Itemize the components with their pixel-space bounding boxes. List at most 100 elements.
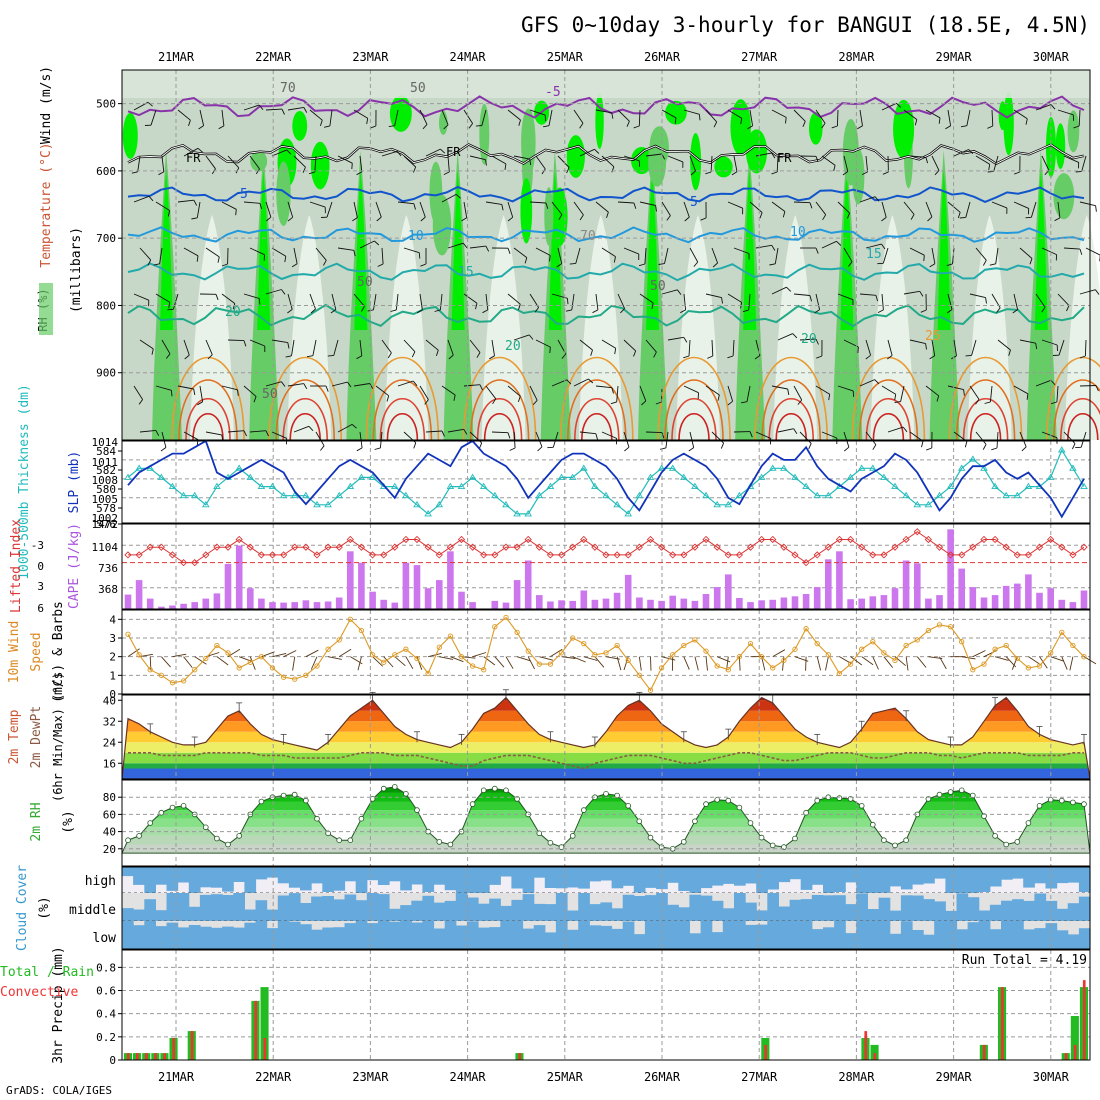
wind-barb xyxy=(535,247,551,256)
wind-barb xyxy=(975,155,990,165)
saturated-core xyxy=(840,170,854,330)
cape-bar xyxy=(413,565,421,609)
contour-label: 15 xyxy=(866,247,882,262)
warm-contour xyxy=(1053,379,1100,441)
wind-speed-marker xyxy=(847,661,854,667)
warm-contour xyxy=(365,356,440,441)
dry-tongue xyxy=(190,215,234,440)
wind-speed-marker xyxy=(770,665,776,671)
wind-barb xyxy=(381,339,392,354)
cloud-bar xyxy=(745,902,757,921)
slp-line xyxy=(127,439,1085,519)
wind-barb-flag xyxy=(287,342,290,349)
wind-speed-marker xyxy=(1036,663,1043,669)
lifted-index-marker xyxy=(980,535,988,544)
wind-barb xyxy=(353,383,370,387)
wind-speed-marker xyxy=(670,652,676,658)
cloud-bar xyxy=(889,933,902,949)
lifted-index-marker xyxy=(680,551,688,559)
warm-contour xyxy=(275,379,335,441)
wind-barb-flag xyxy=(485,159,487,166)
rh-marker xyxy=(447,841,454,848)
precip-total-bar xyxy=(260,987,269,1060)
cloud-bar xyxy=(567,929,579,949)
temp-contour-20 xyxy=(127,303,1085,328)
surface-wind-barb xyxy=(972,650,986,658)
cloud-bar xyxy=(778,867,791,883)
rh-cell xyxy=(1055,123,1066,170)
rh-tick-label: 60 xyxy=(103,808,116,821)
surface-wind-barb xyxy=(883,656,894,668)
lifted-index-marker xyxy=(335,543,343,551)
lifted-index-marker xyxy=(1024,551,1033,559)
wind-barb-flag xyxy=(443,171,450,176)
lifted-index-marker xyxy=(669,551,677,559)
thickness-marker xyxy=(891,482,899,490)
wind-barb xyxy=(573,378,589,387)
cloud-bar xyxy=(945,921,958,949)
wind-barb-flag xyxy=(894,394,897,401)
wind-barb-flag xyxy=(412,380,418,386)
wind-barb-flag xyxy=(286,149,292,155)
wind-barb xyxy=(199,385,204,402)
cloud-bar xyxy=(1012,867,1024,879)
rh-marker xyxy=(603,790,609,797)
rh-marker xyxy=(703,801,709,807)
wind-barb-flag xyxy=(330,309,337,314)
rh-cell xyxy=(429,161,443,224)
wind-barb xyxy=(881,201,887,218)
wind-barb xyxy=(491,155,507,165)
rh-marker xyxy=(569,833,576,839)
cape-bar xyxy=(513,580,521,609)
cloud-bar xyxy=(856,921,868,949)
thickness-marker xyxy=(613,500,621,508)
surface-wind-barb xyxy=(310,656,318,670)
wind-barb-flag xyxy=(881,217,887,222)
run-total-label: Run Total = 4.19 xyxy=(962,953,1087,968)
wind-barb-flag xyxy=(688,447,694,452)
lifted-index-marker xyxy=(569,543,577,551)
thickness-marker xyxy=(1080,482,1088,490)
rh-legend-swatch xyxy=(39,283,53,335)
rh-marker xyxy=(992,833,998,839)
thickness-marker xyxy=(691,482,699,490)
warm-contour xyxy=(372,379,433,441)
cloud-bar xyxy=(411,867,423,885)
surface-wind-barb xyxy=(550,648,563,658)
cloud-bar xyxy=(266,909,279,921)
wind-barb xyxy=(865,243,882,249)
wind-barb xyxy=(733,247,750,254)
wind-barb xyxy=(601,155,615,168)
lifted-index-marker xyxy=(324,543,332,551)
wind-barb-flag xyxy=(846,212,851,219)
wind-speed-marker xyxy=(592,652,598,658)
wind-barb xyxy=(705,385,720,396)
wind-barb xyxy=(183,147,199,157)
wind-barb-flag xyxy=(462,242,468,249)
cloud-bar xyxy=(978,921,991,949)
wind-barb xyxy=(595,385,612,389)
thickness-marker xyxy=(1046,473,1055,480)
saturated-core xyxy=(548,170,562,330)
cape-bar xyxy=(791,596,799,609)
cloud-bar xyxy=(533,925,546,949)
wind-barb-flag xyxy=(965,354,972,357)
wind-barb xyxy=(865,339,872,356)
cloud-bar xyxy=(433,867,446,885)
cloud-bar xyxy=(377,867,390,885)
wind-barb xyxy=(711,339,714,357)
warm-contour xyxy=(1067,412,1099,441)
wind-barb xyxy=(859,293,876,296)
cloud-bar xyxy=(222,867,234,892)
wind-barb xyxy=(291,339,295,356)
cape-bar xyxy=(613,592,621,609)
wind-speed-marker xyxy=(614,642,620,649)
wind-barb xyxy=(293,155,306,168)
surface-wind-barb xyxy=(405,656,414,670)
wind-barb-flag xyxy=(833,165,836,172)
wind-barb-flag xyxy=(920,309,927,313)
cloud-bar xyxy=(422,895,435,921)
warm-contour xyxy=(476,398,523,441)
cloud-bar xyxy=(611,867,624,889)
surface-wind-barb xyxy=(694,656,699,671)
